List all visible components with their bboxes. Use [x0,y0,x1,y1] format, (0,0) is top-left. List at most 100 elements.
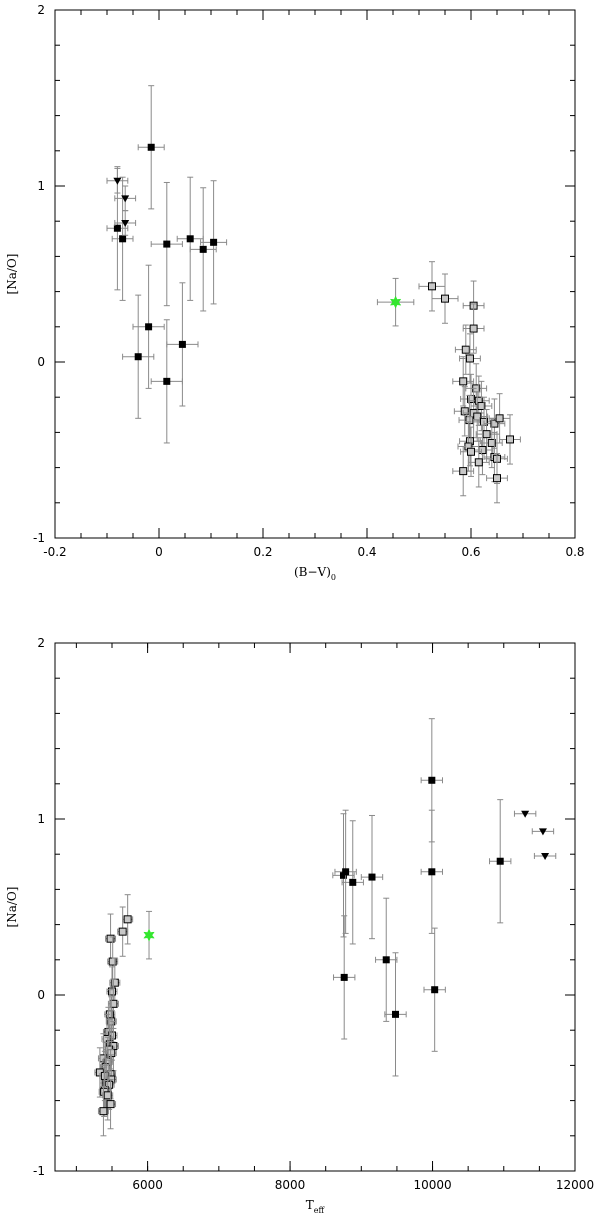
filled-square-marker [349,878,357,886]
filled-square-marker [210,238,218,246]
data-point [489,799,512,924]
data-point [459,333,481,384]
filled-square-marker [391,1010,399,1018]
filled-square-marker [147,143,155,151]
data-point [200,180,228,305]
filled-square-marker [428,868,436,876]
data-point [117,906,129,957]
data-point [418,261,446,312]
data-point [150,319,183,444]
open-square-marker [459,467,468,476]
data-point [531,828,555,836]
y-tick-label: -1 [33,1164,45,1178]
x-axis-label: Teff [306,1198,326,1215]
filled-square-marker [496,857,504,865]
data-point [332,813,355,938]
open-square-marker [465,416,474,425]
open-square-marker [461,345,470,354]
open-square-marker [467,447,475,456]
open-square-marker [493,474,501,483]
filled-square-marker [340,973,348,981]
data-point [105,913,117,964]
filled-square-marker [428,776,436,784]
x-tick-label: 0.2 [253,545,272,559]
filled-square-marker [382,956,390,964]
data-point [462,303,485,354]
chart-bottom-teff: 6000 8000 10000 12000 -1 0 1 2 Teff [Na/O] [5,636,594,1215]
open-square-marker [495,414,504,423]
data-point [97,1086,109,1137]
data-point [533,852,557,860]
open-square-marker [482,430,491,439]
data-point [189,187,217,312]
triangle-down-marker [113,177,122,185]
open-square-marker [106,934,115,943]
filled-square-marker [119,235,127,243]
y-tick-label: 0 [37,355,45,369]
data-point [467,437,490,488]
data-point [106,167,129,194]
data-point [513,810,537,818]
data-point [137,85,165,210]
data-point [384,952,407,1077]
open-square-marker [106,1100,115,1109]
filled-square-marker [145,323,153,331]
open-square-marker [506,435,514,444]
x-tick-label: 0.6 [461,545,480,559]
open-square-marker [459,377,468,386]
triangle-down-marker [538,828,547,836]
filled-square-marker [163,240,171,248]
data-point [454,324,477,375]
open-square-marker [474,458,483,467]
open-square-marker [107,987,116,996]
data-point [166,282,199,407]
data-point [132,264,165,389]
filled-square-marker [368,873,376,881]
x-tick-label: 0.4 [357,545,376,559]
open-square-marker [118,927,127,936]
data-point [420,809,444,934]
data-point [114,185,137,212]
filled-square-marker [134,353,142,361]
x-axis-label: (B−V)0 [294,565,336,582]
open-square-marker [478,446,487,454]
data-point [459,416,481,467]
data-point [122,294,155,419]
data-point [452,356,475,407]
filled-square-marker [199,245,207,253]
y-tick-label: 2 [37,3,45,17]
open-square-marker [460,407,469,416]
open-square-marker [103,1091,112,1100]
y-tick-label: 1 [37,812,45,826]
data-point [423,927,446,1052]
x-tick-label: 8000 [275,1178,306,1192]
plot-frame [54,642,576,1172]
data-point [109,957,121,1008]
data-point [105,1078,117,1130]
data-point [114,210,137,236]
triangle-down-marker [121,219,130,227]
data-point [499,414,521,465]
data-point [460,426,482,477]
data-point [102,1070,114,1121]
filled-square-marker [342,868,350,876]
y-tick-label: -1 [33,531,45,545]
open-square-marker [465,354,474,363]
data-point [452,445,475,497]
y-axis-label: [Na/O] [5,254,19,295]
open-square-marker [487,438,496,447]
open-square-marker [441,294,449,303]
star-marker [143,928,155,942]
data-point [376,277,415,327]
x-tick-label: 0.8 [565,545,584,559]
triangle-down-marker [121,195,130,203]
x-tick-label: 12000 [556,1178,594,1192]
open-square-marker [469,324,478,333]
open-square-marker [123,915,132,924]
data-point [360,814,384,940]
x-tick-label: 0 [155,545,163,559]
x-tick-label: 6000 [132,1178,163,1192]
data-point [431,273,459,324]
data-point [341,820,364,945]
